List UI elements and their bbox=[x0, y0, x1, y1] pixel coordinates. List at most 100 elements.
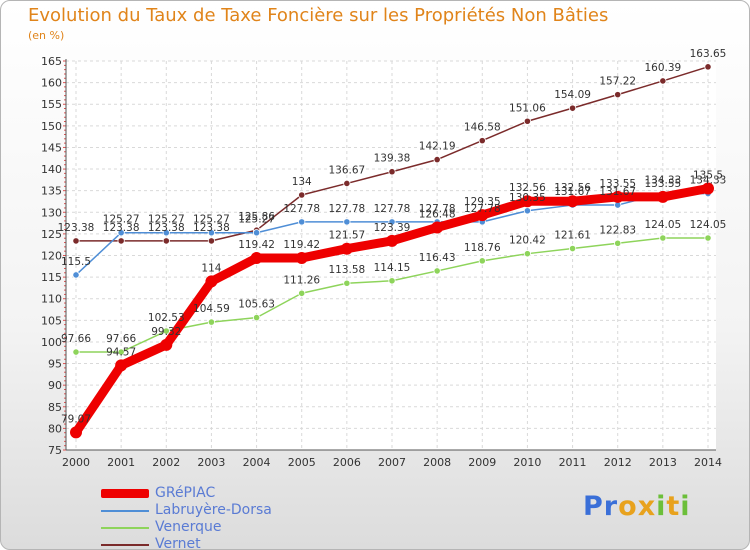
data-label: 94.57 bbox=[106, 346, 136, 358]
data-point bbox=[386, 234, 398, 247]
data-point bbox=[298, 289, 306, 297]
data-point bbox=[476, 209, 489, 222]
data-label: 123.38 bbox=[103, 222, 140, 234]
data-label: 102.53 bbox=[148, 312, 185, 324]
data-label-layer: 123.38 123.38 123.38 123.38 125.86 134 136.67 1… bbox=[58, 48, 727, 426]
x-tick-label: 2014 bbox=[694, 456, 722, 469]
data-point bbox=[568, 244, 577, 253]
data-label: 127.78 bbox=[374, 203, 411, 215]
data-point bbox=[521, 195, 534, 208]
legend-label: GRéPIAC bbox=[155, 485, 216, 501]
y-tick-label: 110 bbox=[41, 293, 62, 306]
y-tick-label: 160 bbox=[41, 77, 62, 90]
y-tick-label: 105 bbox=[41, 314, 62, 327]
y-tick-label: 150 bbox=[41, 120, 62, 133]
legend-item-vernet[interactable]: Vernet bbox=[101, 536, 272, 550]
data-point bbox=[72, 271, 80, 279]
y-tick-label: 145 bbox=[41, 141, 62, 154]
data-point bbox=[568, 104, 577, 112]
data-label: 104.59 bbox=[193, 303, 230, 315]
grid-layer bbox=[66, 60, 716, 451]
data-label: 131.67 bbox=[599, 186, 636, 198]
legend-label: Venerque bbox=[155, 519, 222, 535]
data-label: 154.09 bbox=[554, 89, 591, 101]
y-tick-label: 140 bbox=[41, 163, 62, 176]
unit-label: (en %) bbox=[28, 29, 65, 42]
data-point bbox=[343, 218, 351, 226]
data-label: 125.27 bbox=[103, 214, 140, 226]
data-label: 111.26 bbox=[283, 274, 320, 286]
x-tick-label: 2004 bbox=[243, 456, 271, 469]
y-tick-label: 115 bbox=[41, 271, 62, 284]
data-label: 126.48 bbox=[419, 208, 456, 220]
x-tick-label: 2005 bbox=[288, 456, 316, 469]
y-tick-label: 85 bbox=[48, 401, 62, 414]
data-point bbox=[431, 221, 444, 234]
data-point bbox=[702, 182, 714, 195]
data-point bbox=[704, 234, 712, 242]
logo-letter: r bbox=[603, 491, 619, 522]
data-label: 121.57 bbox=[328, 230, 365, 242]
data-label: 125.27 bbox=[148, 214, 185, 226]
data-label: 79.07 bbox=[61, 413, 91, 425]
legend-item-labruyere-dorsa[interactable]: Labruyère-Dorsa bbox=[101, 502, 272, 519]
data-point bbox=[207, 318, 216, 326]
y-tick-label: 80 bbox=[48, 422, 62, 435]
y-tick-label: 165 bbox=[41, 55, 62, 68]
data-point bbox=[72, 348, 80, 356]
logo-letter: x bbox=[637, 491, 657, 522]
data-point bbox=[117, 229, 125, 237]
data-point bbox=[614, 239, 622, 247]
data-label: 116.43 bbox=[419, 252, 456, 264]
data-label: 160.39 bbox=[644, 62, 681, 74]
data-point bbox=[162, 327, 170, 335]
y-tick-label: 95 bbox=[48, 358, 62, 371]
legend: GRéPIAC Labruyère-Dorsa Venerque Vernet bbox=[101, 485, 272, 550]
data-label: 123.38 bbox=[58, 222, 95, 234]
data-point bbox=[207, 229, 216, 237]
x-tick-label: 2012 bbox=[604, 456, 632, 469]
x-tick-label: 2011 bbox=[559, 456, 587, 469]
data-point bbox=[704, 63, 712, 71]
data-label: 131.67 bbox=[554, 186, 591, 198]
proxiti-logo[interactable]: Proxiti bbox=[583, 491, 691, 522]
chart-title: Evolution du Taux de Taxe Foncière sur l… bbox=[28, 5, 609, 26]
data-point bbox=[388, 218, 396, 226]
x-tick-label: 2000 bbox=[62, 456, 90, 469]
data-point bbox=[566, 195, 579, 208]
data-point bbox=[162, 229, 170, 237]
data-point bbox=[160, 338, 173, 351]
data-label: 121.61 bbox=[554, 230, 591, 242]
data-label: 127.78 bbox=[464, 203, 501, 215]
data-point bbox=[523, 250, 532, 258]
legend-swatch bbox=[101, 526, 149, 529]
data-point bbox=[340, 242, 353, 255]
data-point bbox=[70, 426, 82, 439]
data-label: 118.76 bbox=[464, 242, 501, 254]
legend-item-venerque[interactable]: Venerque bbox=[101, 519, 272, 536]
data-label: 120.42 bbox=[509, 235, 546, 247]
data-point bbox=[659, 77, 667, 85]
legend-label: Vernet bbox=[155, 536, 201, 550]
data-label: 132.56 bbox=[509, 182, 546, 194]
data-label: 125.86 bbox=[238, 211, 275, 223]
data-point bbox=[72, 237, 80, 245]
logo-letter: o bbox=[618, 491, 638, 522]
data-label: 151.06 bbox=[509, 102, 546, 114]
data-point bbox=[523, 117, 532, 125]
data-point bbox=[252, 314, 261, 322]
data-label: 127.78 bbox=[283, 203, 320, 215]
legend-item-grepiac[interactable]: GRéPIAC bbox=[101, 485, 272, 502]
data-label: 124.05 bbox=[644, 219, 681, 231]
data-point bbox=[295, 252, 308, 265]
x-tick-label: 2013 bbox=[649, 456, 677, 469]
data-label: 123.39 bbox=[374, 222, 411, 234]
x-tick-label: 2007 bbox=[378, 456, 406, 469]
x-tick-label: 2010 bbox=[513, 456, 541, 469]
data-label: 105.63 bbox=[238, 299, 275, 311]
data-label: 125.27 bbox=[193, 214, 230, 226]
data-label: 114 bbox=[201, 262, 221, 274]
legend-label: Labruyère-Dorsa bbox=[155, 502, 272, 518]
